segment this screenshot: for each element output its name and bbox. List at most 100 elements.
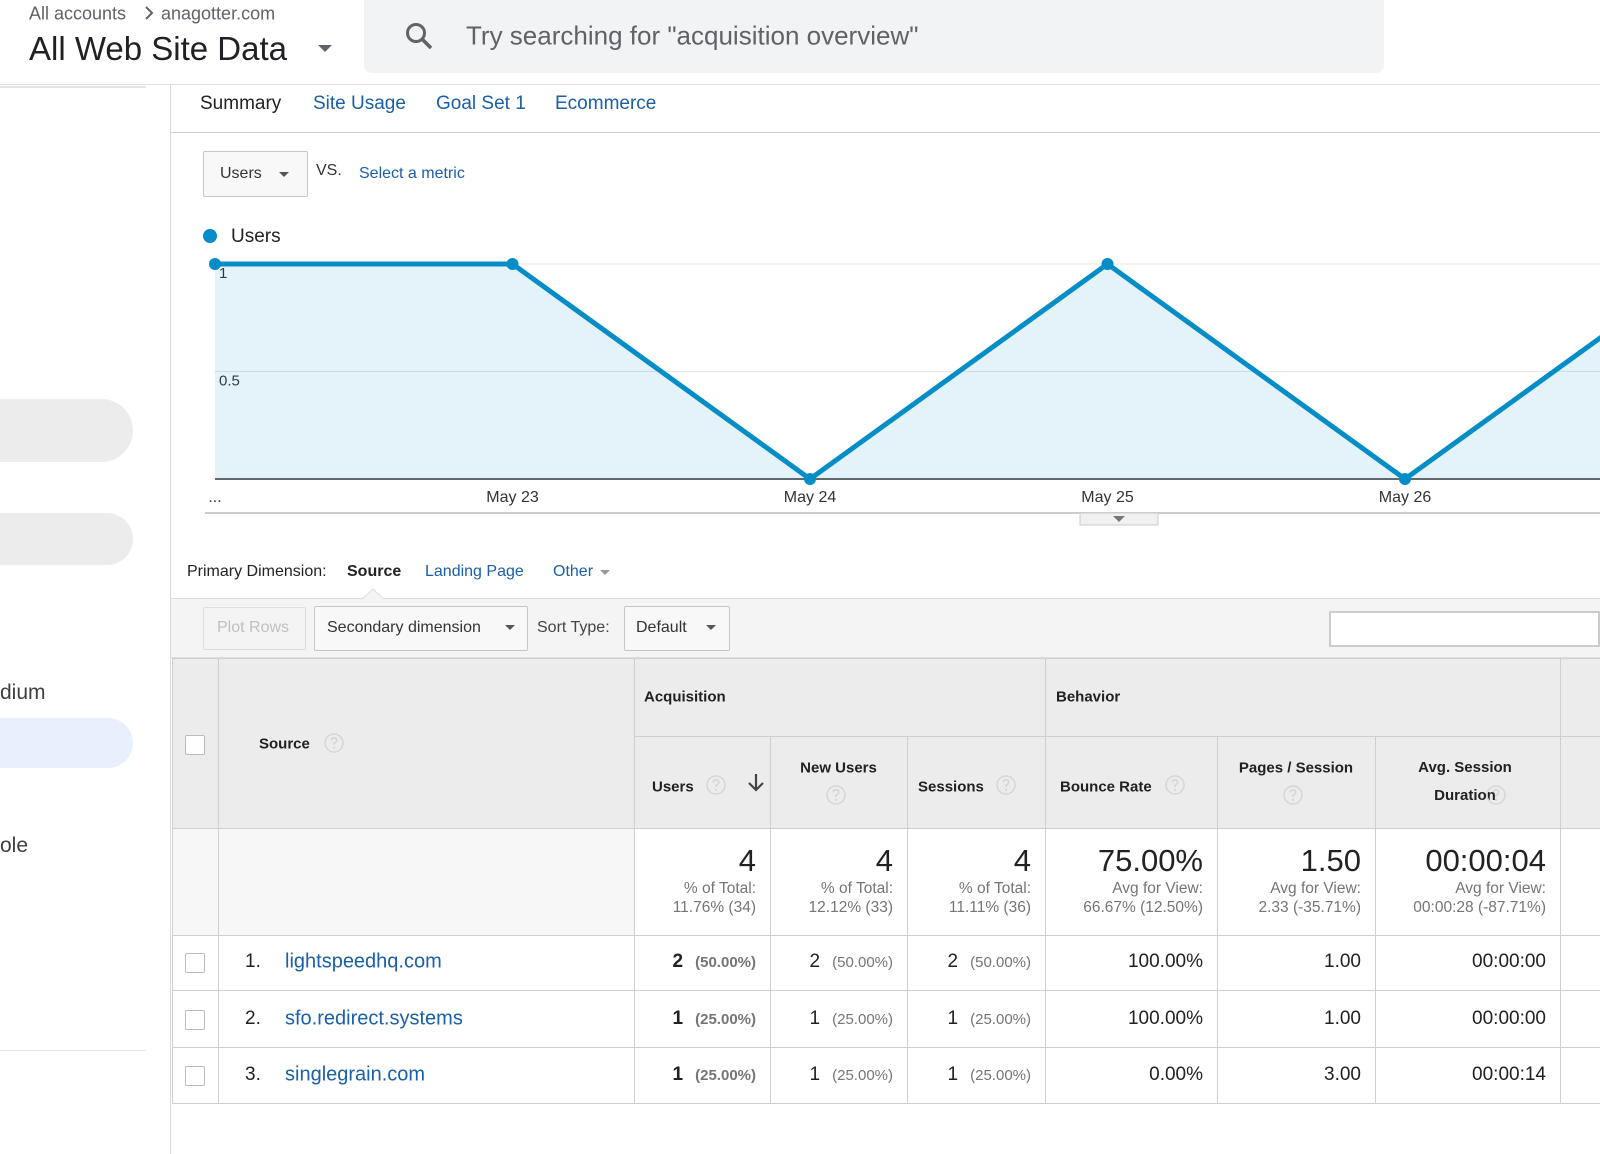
total-value: 1.50 [1300, 843, 1361, 878]
dropdown-caret [706, 625, 716, 630]
row-checkbox[interactable] [185, 1066, 205, 1086]
cell-percent: (25.00%) [695, 1067, 756, 1084]
cell: 1 (25.00%) [673, 1064, 756, 1086]
row-checkbox[interactable] [185, 735, 205, 755]
source-link[interactable]: sfo.redirect.systems [285, 1007, 463, 1029]
cell-value: 1.00 [1324, 951, 1361, 972]
sidebar [0, 85, 146, 1154]
legend-label: Users [231, 226, 281, 247]
total-detail: 2.33 (-35.71%) [1258, 899, 1361, 916]
dropdown-caret [505, 625, 515, 630]
column-header[interactable]: Bounce Rate [1060, 778, 1152, 796]
cell-percent: (25.00%) [832, 1010, 893, 1028]
help-icon[interactable] [324, 733, 344, 753]
primary-dimension-label: Primary Dimension: [187, 563, 327, 580]
nav-item[interactable]: ole [0, 834, 29, 857]
column-header[interactable]: Sessions [918, 778, 984, 796]
table-header-bg [172, 658, 1600, 828]
help-icon[interactable] [996, 775, 1016, 795]
source-link[interactable]: lightspeedhq.com [285, 950, 442, 973]
dropdown-caret [279, 172, 289, 177]
cell-value: 1.00 [1324, 1007, 1361, 1029]
column-header[interactable]: Source [259, 735, 310, 753]
total-detail: 00:00:28 (-87.71%) [1413, 899, 1546, 916]
table-rule [172, 990, 1600, 991]
nav-item[interactable]: dium [0, 681, 46, 704]
cell-value: 1 [947, 1064, 959, 1085]
cell-value: 00:00:00 [1472, 1007, 1546, 1029]
table-rule [770, 736, 771, 1103]
cell-value: 3.00 [1324, 1064, 1361, 1085]
total-detail: 11.76% (34) [672, 899, 756, 916]
main-border [170, 85, 171, 1154]
breadcrumb-account[interactable]: All accounts [29, 3, 127, 24]
cell-value: 2 [947, 951, 959, 972]
total-note: Avg for View: [1112, 880, 1203, 897]
total-note: Avg for View: [1455, 880, 1546, 897]
table-rule [1217, 736, 1218, 1103]
source-link[interactable]: singlegrain.com [285, 1063, 426, 1086]
cell: 2 (50.00%) [810, 951, 893, 973]
row-checkbox[interactable] [185, 1009, 205, 1030]
dimension-option[interactable]: Landing Page [425, 563, 524, 580]
dimension-option-active[interactable]: Source [347, 563, 402, 580]
select-metric-link[interactable]: Select a metric [359, 165, 465, 182]
table-rule [172, 658, 173, 1103]
group-header: Acquisition [644, 688, 726, 706]
row-checkbox[interactable] [185, 953, 205, 973]
help-icon[interactable] [1486, 785, 1506, 805]
table-rule [218, 658, 219, 1103]
column-header[interactable]: New Users [800, 759, 877, 777]
other-caret [600, 570, 610, 575]
table-rule [1560, 658, 1561, 1103]
row-index: 3. [245, 1064, 261, 1085]
tab-active[interactable]: Summary [200, 93, 282, 114]
cell-value: 2 [672, 951, 684, 972]
nav-pill[interactable] [0, 399, 133, 462]
metric-dropdown[interactable] [203, 151, 308, 197]
point [1399, 473, 1411, 485]
help-icon[interactable] [706, 775, 726, 795]
column-header[interactable]: Users [652, 778, 694, 796]
tab[interactable]: Ecommerce [555, 93, 657, 114]
cell: 00:00:00 [1472, 951, 1546, 973]
x-tick-label: May 26 [1379, 489, 1432, 506]
secondary-dimension-dropdown[interactable] [314, 606, 528, 651]
view-selector[interactable]: All Web Site Data [29, 30, 288, 67]
column-header[interactable]: Avg. Session Duration [1418, 759, 1512, 804]
search-bar[interactable] [364, 0, 1384, 73]
table-rule [907, 736, 908, 1103]
table-search-input[interactable] [1329, 611, 1600, 647]
tab[interactable]: Site Usage [313, 93, 406, 114]
nav-pill[interactable] [0, 513, 133, 565]
table-rule [172, 658, 1600, 659]
point [506, 258, 519, 270]
tab[interactable]: Goal Set 1 [436, 93, 526, 114]
cell: 1 (25.00%) [810, 1064, 893, 1086]
help-icon[interactable] [1165, 775, 1185, 795]
cell-value: 0.00% [1149, 1064, 1203, 1085]
cell: 1 (25.00%) [673, 1008, 756, 1030]
column-header[interactable]: Pages / Session [1238, 759, 1354, 777]
cell: 100.00% [1128, 1008, 1203, 1030]
nav-pill-active[interactable] [0, 718, 133, 768]
cell: 1.00 [1324, 951, 1361, 973]
point [1101, 258, 1114, 270]
row-index: 1. [245, 951, 261, 972]
breadcrumb-property[interactable]: anagotter.com [161, 3, 276, 24]
cell-value: 1 [809, 1007, 821, 1029]
legend-marker [203, 229, 217, 243]
cell: 00:00:00 [1472, 1008, 1546, 1030]
table-rule [172, 828, 1600, 829]
view-caret [318, 45, 332, 52]
x-tick-label: ... [208, 489, 221, 506]
total-detail: 66.67% (12.50%) [1083, 899, 1203, 916]
plot-rows-button[interactable] [203, 607, 306, 650]
area [215, 264, 1600, 479]
total-value: 4 [1013, 843, 1031, 878]
dimension-option[interactable]: Other [553, 563, 594, 580]
help-icon[interactable] [826, 785, 846, 805]
help-icon[interactable] [1283, 785, 1303, 805]
cell: 00:00:14 [1472, 1064, 1546, 1086]
